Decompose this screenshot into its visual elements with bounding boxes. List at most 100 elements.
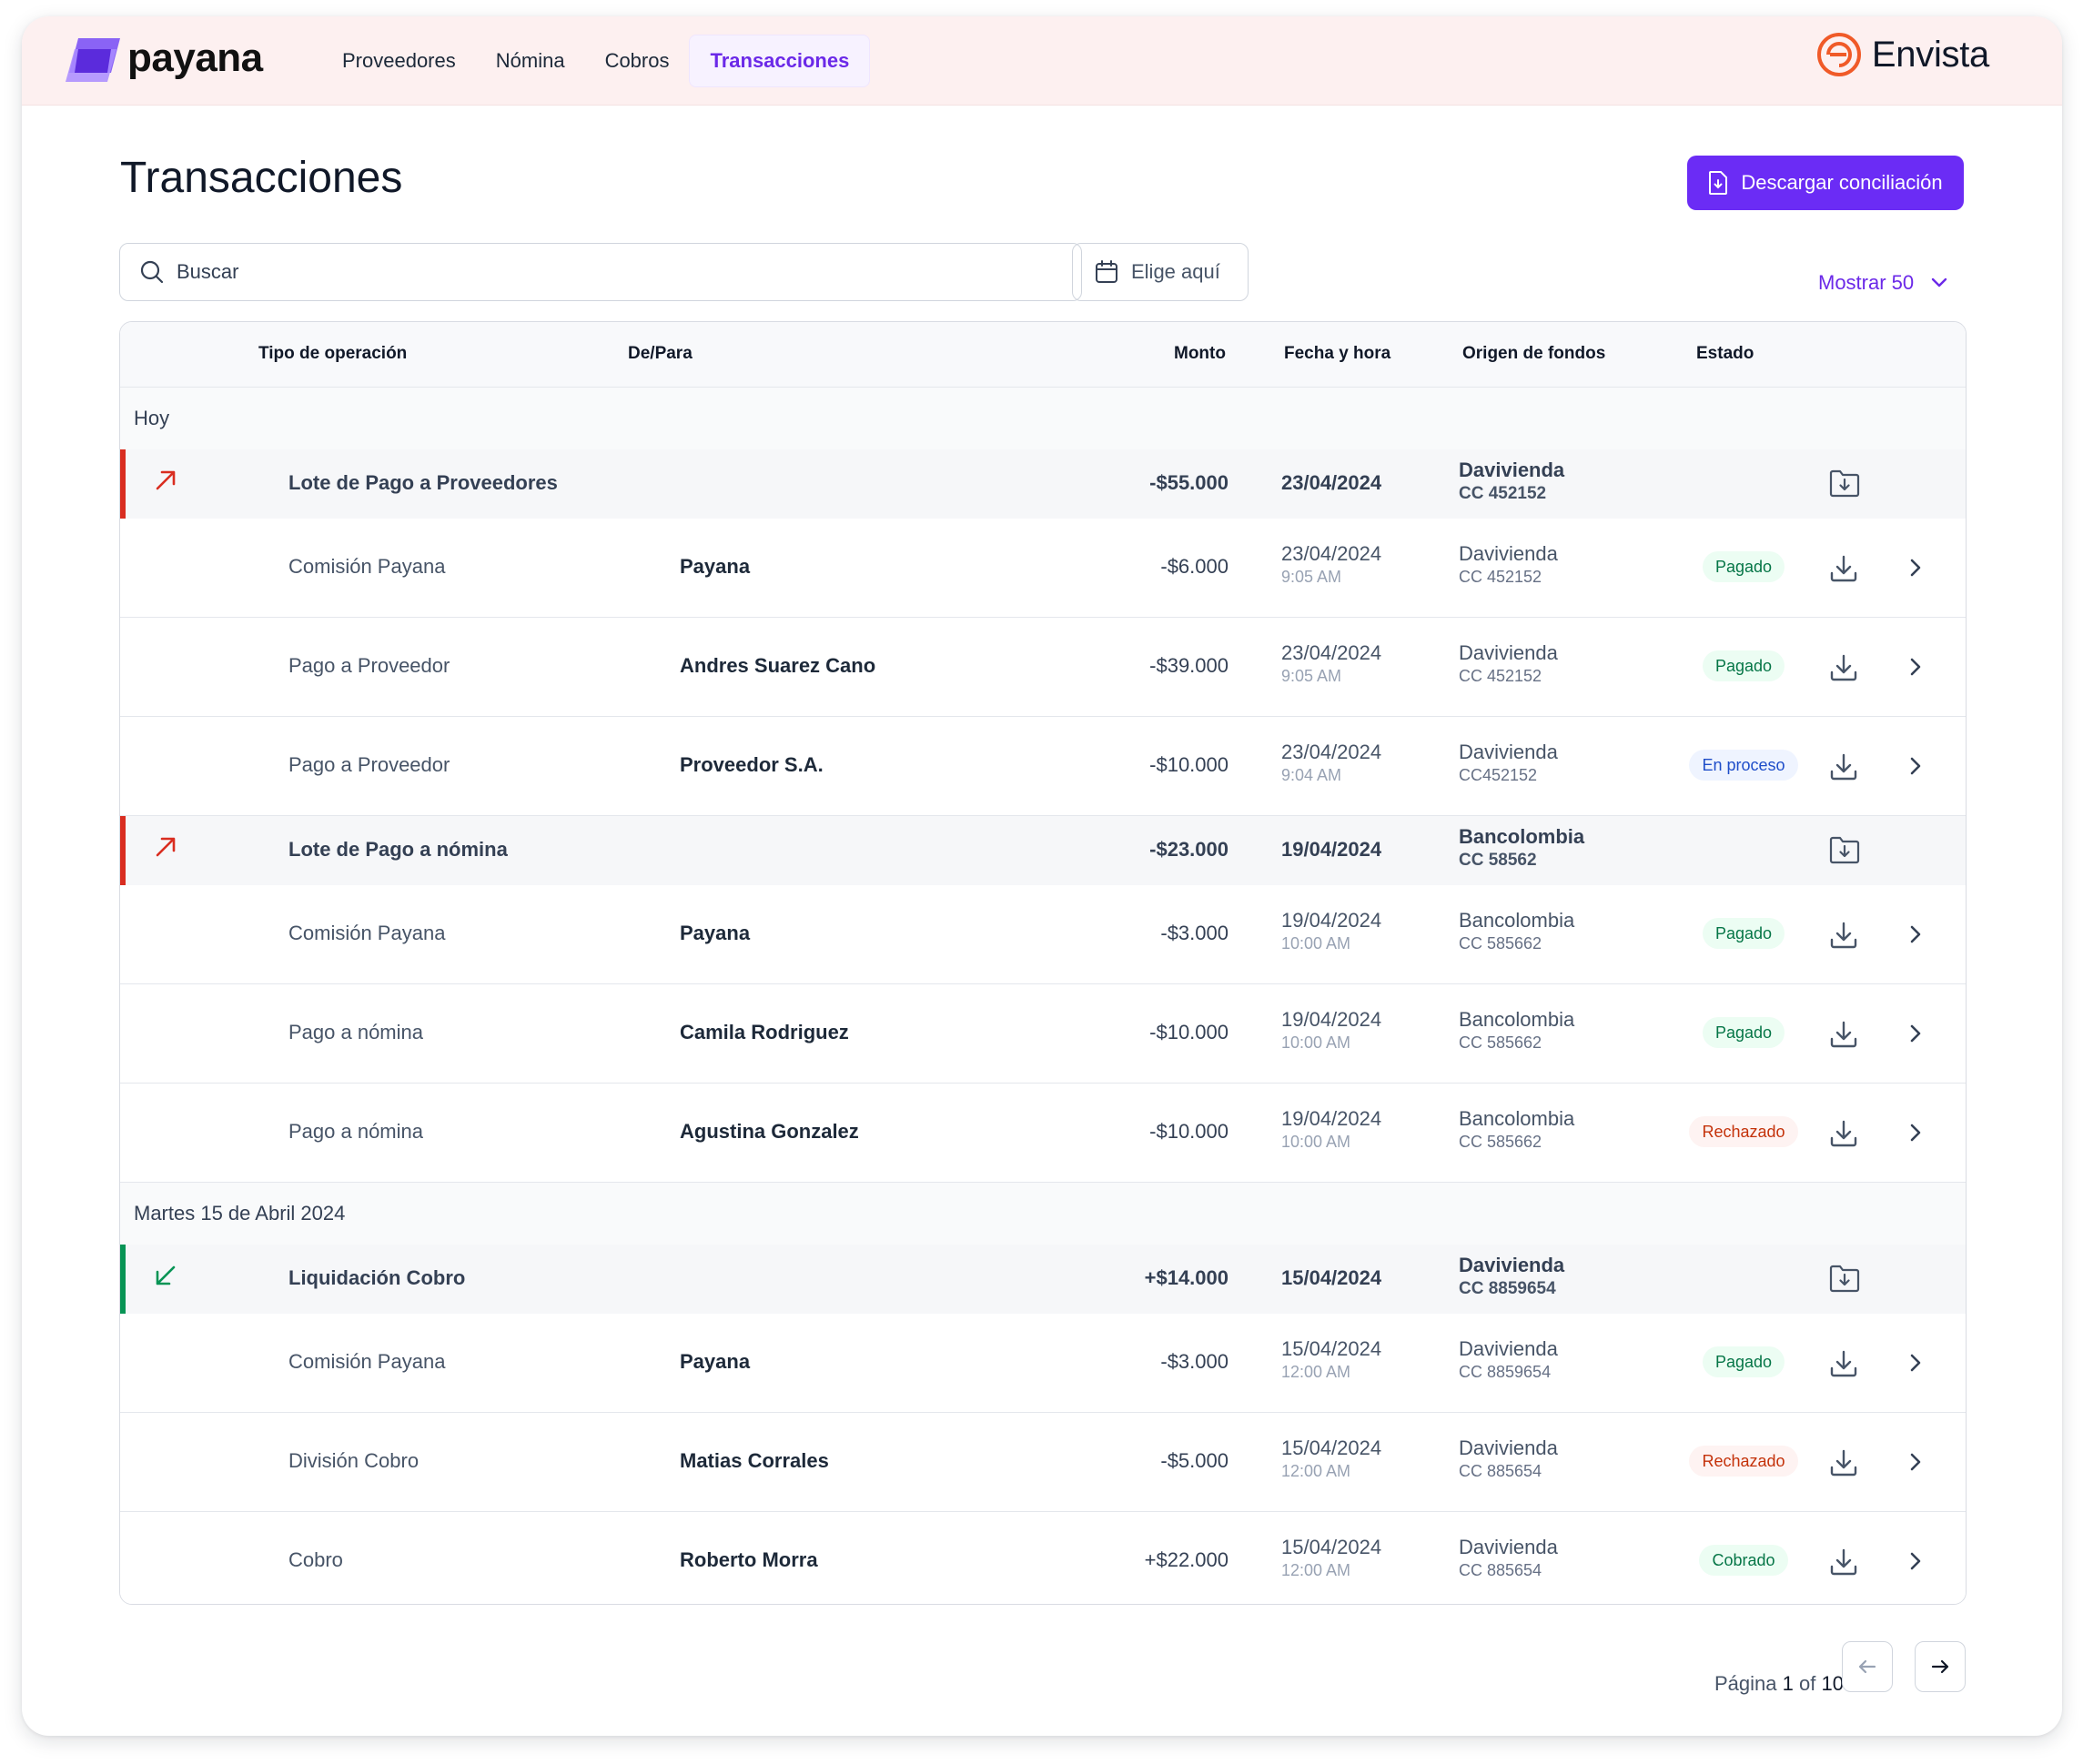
table-row[interactable]: División Cobro Matias Corrales -$5.000 15/0… [120, 1413, 1966, 1512]
top-navigation: payana Proveedores Nómina Cobros Transac… [22, 16, 2062, 106]
chevron-right-icon[interactable] [1906, 1120, 1925, 1150]
row-bank: Bancolombia [1459, 1107, 1575, 1130]
row-time: 12:00 AM [1281, 1462, 1351, 1480]
payana-logo-text: payana [127, 35, 263, 80]
table-header: Tipo de operación De/Para Monto Fecha y … [120, 322, 1966, 388]
folder-download-icon[interactable] [1828, 834, 1861, 870]
chevron-right-icon[interactable] [1906, 1449, 1925, 1479]
status-badge: Cobrado [1699, 1545, 1788, 1576]
download-icon[interactable] [1828, 1447, 1859, 1483]
pagination-of: of [1799, 1672, 1816, 1695]
previous-page-button[interactable] [1842, 1641, 1893, 1692]
table-row[interactable]: Cobro Roberto Morra +$22.000 15/04/2024 12:0… [120, 1512, 1966, 1604]
row-amount: -$3.000 [1160, 922, 1229, 944]
status-badge: En proceso [1689, 750, 1798, 781]
status-badge: Pagado [1702, 1017, 1785, 1048]
group-date: 19/04/2024 [1281, 838, 1382, 861]
table-row[interactable]: Pago a nómina Camila Rodriguez -$10.000 19/… [120, 984, 1966, 1084]
table-row[interactable]: Comisión Payana Payana -$6.000 23/04/2024 9:… [120, 519, 1966, 618]
column-header-para: De/Para [628, 344, 693, 363]
arrow-up-right-icon [153, 834, 178, 864]
download-icon[interactable] [1828, 1348, 1859, 1384]
app-window: payana Proveedores Nómina Cobros Transac… [22, 16, 2062, 1736]
download-icon[interactable] [1828, 1019, 1859, 1054]
status-badge: Rechazado [1689, 1446, 1798, 1477]
download-icon[interactable] [1828, 751, 1859, 787]
pagination-text: Página 1 of 10 [1714, 1672, 1844, 1696]
row-counterparty: Proveedor S.A. [680, 753, 824, 776]
folder-download-icon[interactable] [1828, 1263, 1861, 1298]
row-date: 15/04/2024 [1281, 1536, 1382, 1558]
group-row[interactable]: Liquidación Cobro +$14.000 15/04/2024 Daviv… [120, 1245, 1966, 1314]
page-size-select[interactable]: Mostrar 50 [1818, 271, 1948, 295]
section-label: Martes 15 de Abril 2024 [120, 1183, 1966, 1245]
chevron-right-icon[interactable] [1906, 1350, 1925, 1380]
search-box [119, 243, 1082, 301]
column-header-fecha: Fecha y hora [1284, 344, 1391, 363]
table-row[interactable]: Pago a nómina Agustina Gonzalez -$10.000 19… [120, 1084, 1966, 1183]
group-bank: Davivienda [1459, 1254, 1565, 1276]
chevron-right-icon[interactable] [1906, 922, 1925, 952]
column-header-monto: Monto [1174, 344, 1226, 363]
download-icon[interactable] [1828, 553, 1859, 589]
folder-download-icon[interactable] [1828, 468, 1861, 503]
chevron-right-icon[interactable] [1906, 654, 1925, 684]
nav-proveedores[interactable]: Proveedores [342, 49, 456, 72]
row-date: 19/04/2024 [1281, 1008, 1382, 1031]
table-row[interactable]: Comisión Payana Payana -$3.000 15/04/2024 12… [120, 1314, 1966, 1413]
status-cell: Rechazado [1685, 1116, 1802, 1147]
group-row[interactable]: Lote de Pago a nómina -$23.000 19/04/2024 B… [120, 816, 1966, 885]
download-reconciliation-label: Descargar conciliación [1741, 171, 1943, 194]
row-account: CC 585662 [1459, 1033, 1542, 1052]
row-bank: Davivienda [1459, 1536, 1558, 1558]
row-type: Pago a Proveedor [288, 753, 450, 776]
chevron-right-icon[interactable] [1906, 753, 1925, 783]
row-amount: -$5.000 [1160, 1449, 1229, 1472]
download-icon[interactable] [1828, 1118, 1859, 1154]
row-counterparty: Roberto Morra [680, 1548, 818, 1571]
chevron-right-icon[interactable] [1906, 555, 1925, 585]
direction-indicator [120, 449, 126, 519]
date-picker-button[interactable]: Elige aquí [1072, 243, 1249, 301]
row-bank: Davivienda [1459, 1337, 1558, 1360]
download-icon[interactable] [1828, 920, 1859, 955]
row-counterparty: Payana [680, 555, 751, 578]
group-row[interactable]: Lote de Pago a Proveedores -$55.000 23/04/… [120, 449, 1966, 519]
next-page-button[interactable] [1915, 1641, 1966, 1692]
row-date: 23/04/2024 [1281, 542, 1382, 565]
nav-cobros[interactable]: Cobros [604, 49, 670, 72]
row-time: 12:00 AM [1281, 1561, 1351, 1579]
table-row[interactable]: Pago a Proveedor Andres Suarez Cano -$39.0… [120, 618, 1966, 717]
payana-logo[interactable]: payana [66, 35, 263, 82]
status-badge: Rechazado [1689, 1116, 1798, 1147]
status-badge: Pagado [1702, 650, 1785, 681]
group-amount: -$23.000 [1149, 838, 1229, 861]
download-reconciliation-button[interactable]: Descargar conciliación [1687, 156, 1964, 210]
group-amount: +$14.000 [1144, 1266, 1229, 1289]
status-cell: Pagado [1685, 551, 1802, 582]
chevron-right-icon[interactable] [1906, 1021, 1925, 1051]
row-account: CC 8859654 [1459, 1363, 1552, 1381]
row-amount: -$10.000 [1149, 753, 1229, 776]
row-time: 12:00 AM [1281, 1363, 1351, 1381]
search-input[interactable] [177, 260, 996, 284]
download-icon[interactable] [1828, 1547, 1859, 1582]
date-picker-label: Elige aquí [1131, 260, 1220, 283]
table-row[interactable]: Comisión Payana Payana -$3.000 19/04/2024 10… [120, 885, 1966, 984]
row-amount: -$6.000 [1160, 555, 1229, 578]
row-counterparty: Camila Rodriguez [680, 1021, 849, 1043]
transactions-table: Tipo de operación De/Para Monto Fecha y … [119, 321, 1967, 1605]
group-account: CC 58562 [1459, 851, 1537, 870]
row-date: 19/04/2024 [1281, 1107, 1382, 1130]
row-date: 15/04/2024 [1281, 1436, 1382, 1459]
nav-transacciones[interactable]: Transacciones [689, 35, 871, 87]
status-badge: Pagado [1702, 1346, 1785, 1377]
chevron-right-icon[interactable] [1906, 1548, 1925, 1578]
row-time: 10:00 AM [1281, 1033, 1351, 1052]
row-time: 9:05 AM [1281, 568, 1342, 586]
status-cell: Rechazado [1685, 1446, 1802, 1477]
download-icon[interactable] [1828, 652, 1859, 688]
table-row[interactable]: Pago a Proveedor Proveedor S.A. -$10.000 23… [120, 717, 1966, 816]
nav-nomina[interactable]: Nómina [495, 49, 565, 72]
row-type: Pago a nómina [288, 1021, 423, 1043]
